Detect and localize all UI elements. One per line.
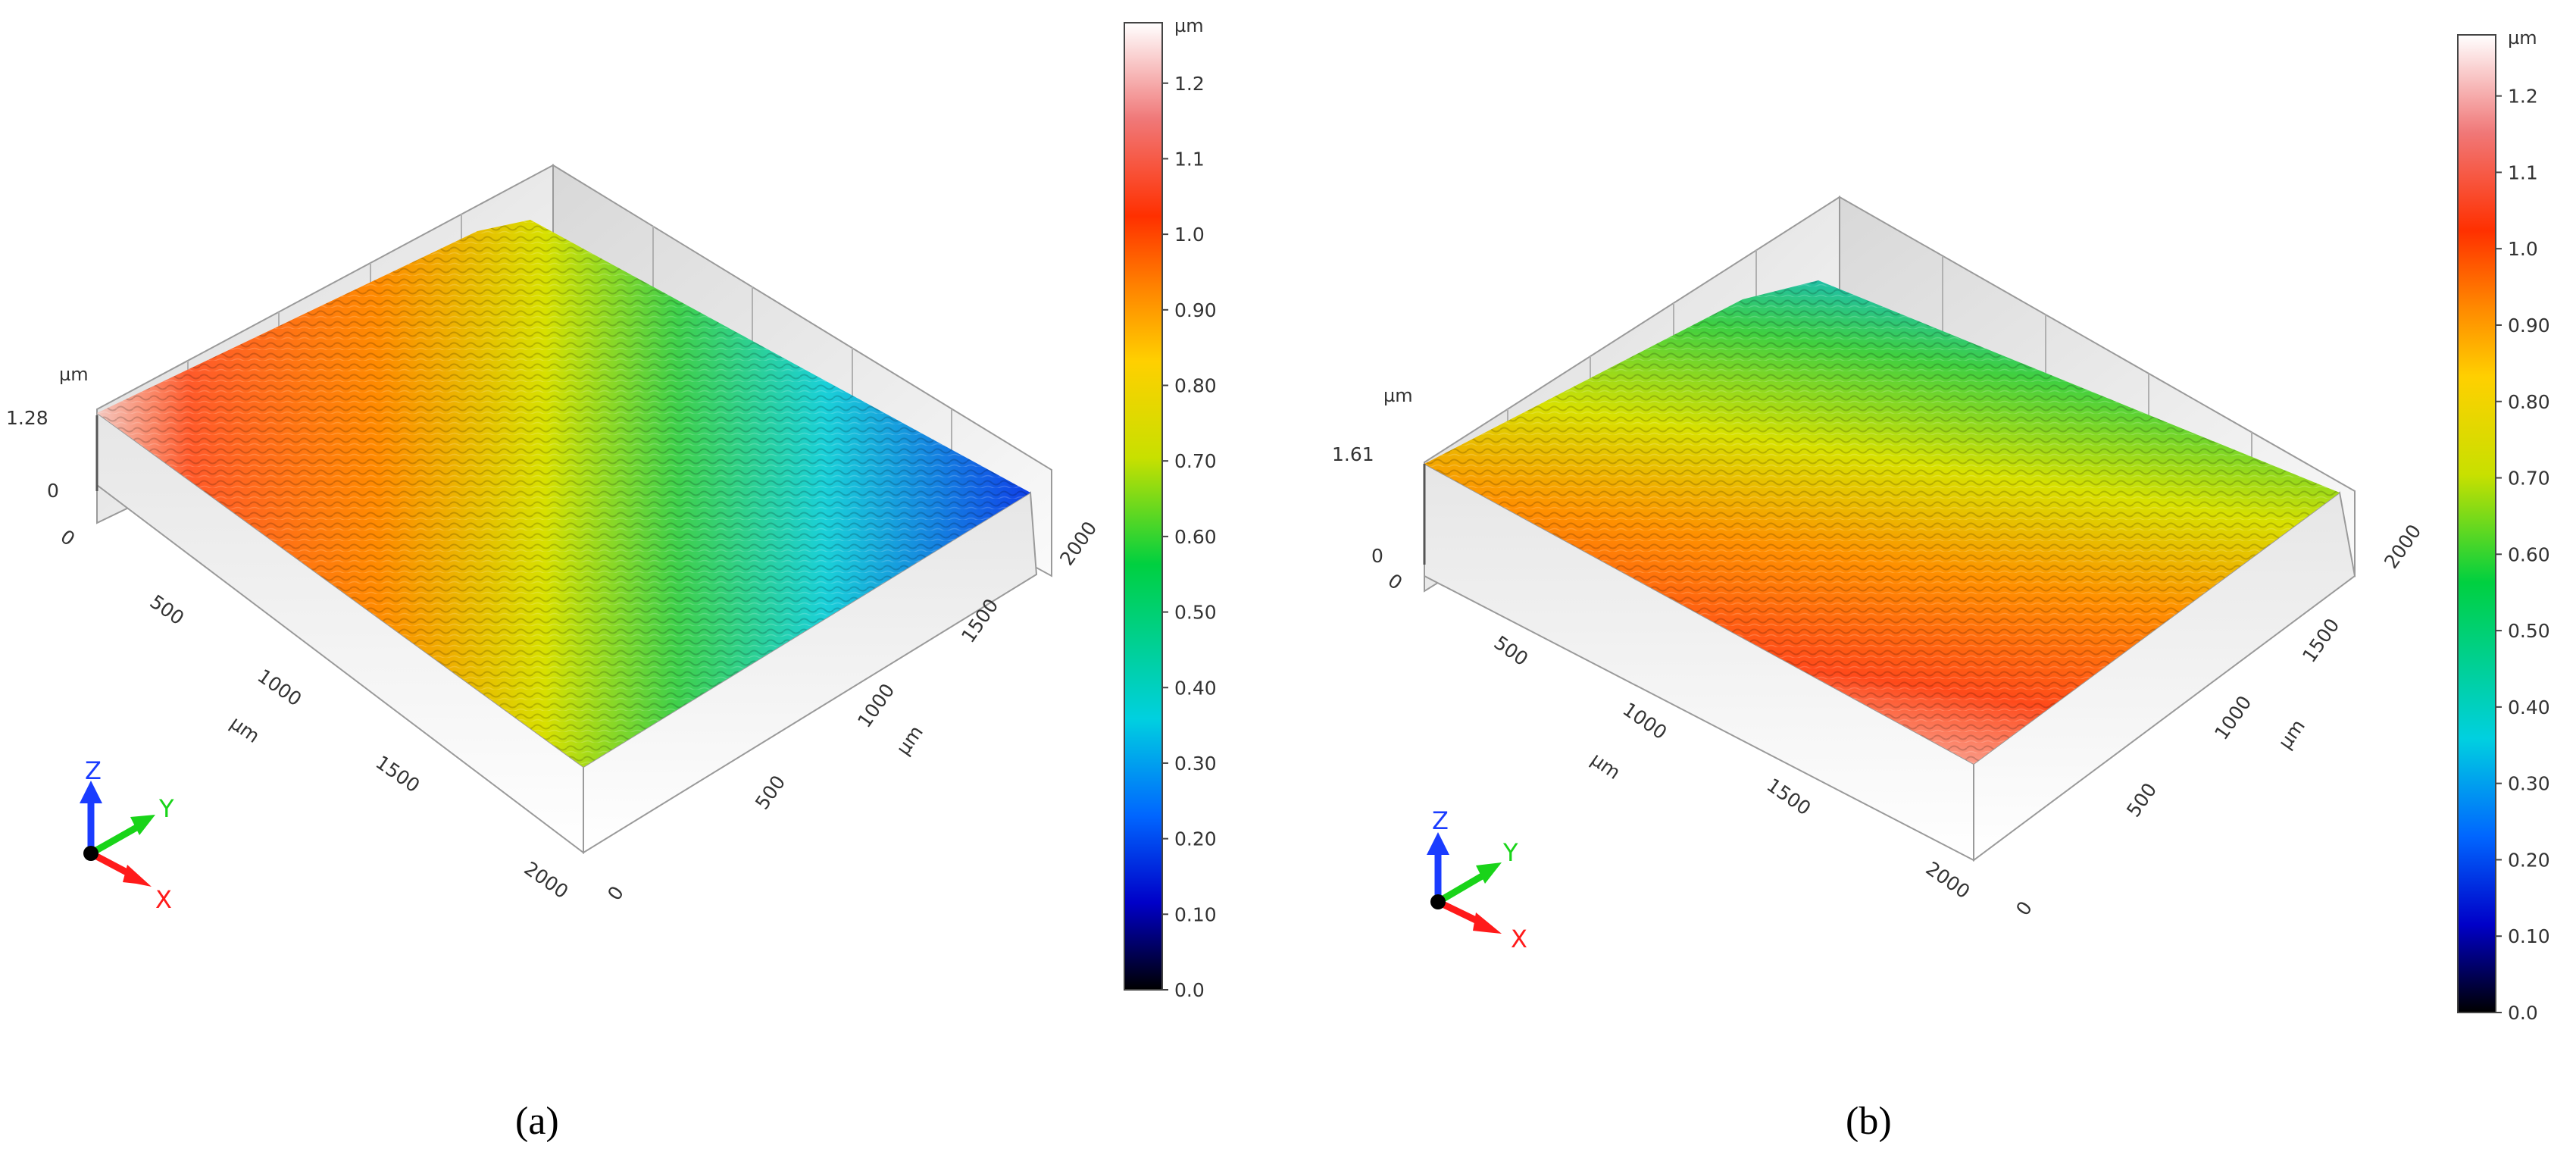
colorbar-b: µm 0.00.100.200.300.400.500.600.700.800.…: [2457, 27, 2550, 1024]
x-unit-a: µm: [227, 712, 264, 747]
colorbar-tick-label: 0.70: [2508, 468, 2550, 490]
colorbar-tick-label: 1.0: [2508, 238, 2538, 260]
y-tick: 1000: [853, 680, 899, 732]
colorbar-tick-label: 1.2: [2508, 86, 2538, 108]
colorbar-b-unit: µm: [2508, 27, 2537, 49]
x-tick: 0: [57, 525, 80, 550]
x-tick: 1500: [1763, 774, 1815, 819]
colorbar-tick-label: 0.40: [2508, 696, 2550, 718]
triad-x-label: X: [155, 885, 172, 914]
z-min-b: 0: [1371, 545, 1383, 567]
colorbar-tick-label: 0.0: [2508, 1002, 2538, 1024]
z-unit-b: µm: [1383, 385, 1413, 406]
colorbar-tick-label: 0.30: [1174, 753, 1217, 775]
colorbar-tick-label: 0.0: [1174, 979, 1205, 1001]
z-max-a: 1.28: [6, 407, 48, 429]
z-min-a: 0: [47, 480, 59, 502]
triad-y-label: Y: [1502, 838, 1518, 867]
colorbar-a-unit: µm: [1174, 15, 1204, 36]
colorbar-a: µm 0.00.100.200.300.400.500.600.700.800.…: [1124, 15, 1217, 1001]
y-tick: 1500: [2298, 615, 2343, 667]
colorbar-tick-label: 1.1: [1174, 148, 1205, 170]
panel-b: µm 1.61 0 0 500 1000 1500 2000 µm 0 500 …: [1332, 27, 2550, 1143]
colorbar-tick-label: 1.0: [1174, 224, 1205, 246]
y-tick: 1000: [2210, 692, 2256, 744]
colorbar-tick-label: 0.40: [1174, 677, 1217, 699]
colorbar-tick-label: 0.90: [1174, 299, 1217, 321]
colorbar-b-ticks: 0.0 0.10 0.20 0.30 0.40 0.50 0.60 0.70 0.80 0.90 1…: [2496, 86, 2550, 1024]
y-tick: 0: [603, 882, 628, 905]
x-tick: 1000: [1619, 698, 1671, 743]
colorbar-tick-label: 0.20: [2508, 849, 2550, 871]
y-tick: 2000: [1055, 518, 1101, 570]
caption-a: (a): [515, 1100, 559, 1143]
x-tick: 1000: [254, 665, 306, 710]
panel-a: µm 1.28 0 0 500 1000 1500 2000 µm 0 500 …: [6, 15, 1217, 1143]
colorbar-a-ticks: 0.0 0.10 0.20 0.30 0.40 0.50 0.60 0.70 0.80 0.90 1…: [1162, 73, 1217, 1001]
y-tick: 500: [2122, 779, 2161, 822]
colorbar-tick-label: 0.70: [1174, 450, 1217, 472]
axis-triad-a: Z Y X: [80, 756, 174, 914]
colorbar-b-ramp: [2457, 34, 2496, 1013]
axis-triad-b: Z Y X: [1427, 806, 1527, 953]
caption-b: (b): [1846, 1100, 1892, 1143]
colorbar-tick-label: 0.20: [1174, 828, 1217, 850]
y-tick: 2000: [2380, 521, 2425, 573]
triad-z-label: Z: [1432, 806, 1449, 835]
colorbar-tick-label: 0.60: [2508, 543, 2550, 565]
colorbar-tick-label: 0.50: [2508, 620, 2550, 642]
triad-x-label: X: [1511, 925, 1527, 953]
front-side-right: [583, 491, 1038, 854]
colorbar-tick-label: 0.10: [1174, 903, 1217, 925]
x-tick: 500: [146, 590, 189, 629]
x-tick: 1500: [372, 751, 424, 797]
y-tick: 0: [2012, 897, 2037, 920]
colorbar-tick-label: 0.90: [2508, 315, 2550, 336]
y-unit-b: µm: [2274, 715, 2309, 753]
triad-z-label: Z: [85, 756, 102, 785]
x-tick: 500: [1490, 631, 1533, 670]
z-unit-a: µm: [59, 364, 89, 385]
colorbar-tick-label: 0.80: [2508, 391, 2550, 413]
colorbar-tick-label: 0.30: [2508, 773, 2550, 795]
colorbar-a-ramp: [1124, 22, 1163, 991]
surface-a-texture: [97, 220, 1030, 767]
z-max-b: 1.61: [1332, 443, 1374, 465]
colorbar-tick-label: 0.50: [1174, 602, 1217, 624]
colorbar-tick-label: 0.80: [1174, 375, 1217, 397]
x-unit-b: µm: [1587, 748, 1625, 784]
surface-b-texture: [1424, 280, 2340, 764]
colorbar-tick-label: 1.2: [1174, 73, 1205, 95]
x-tick: 2000: [1922, 857, 1974, 903]
y-unit-a: µm: [892, 721, 927, 759]
colorbar-tick-label: 1.1: [2508, 161, 2538, 183]
x-tick: 2000: [521, 857, 573, 903]
x-tick: 0: [1384, 569, 1407, 594]
colorbar-tick-label: 0.10: [2508, 925, 2550, 947]
colorbar-tick-label: 0.60: [1174, 526, 1217, 548]
y-tick: 500: [751, 772, 789, 814]
triad-y-label: Y: [158, 794, 174, 823]
